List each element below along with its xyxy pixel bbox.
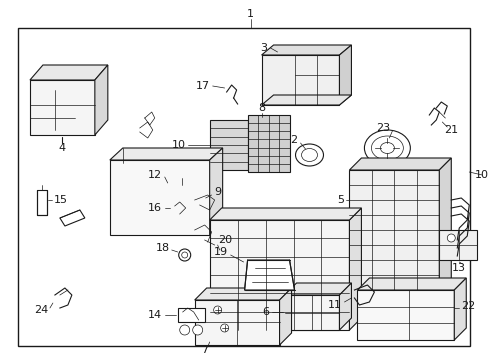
Text: 19: 19 [213, 247, 227, 257]
Polygon shape [110, 148, 222, 160]
Polygon shape [30, 80, 95, 135]
Text: 7: 7 [201, 345, 208, 355]
Text: 20: 20 [217, 235, 231, 245]
Text: 13: 13 [451, 263, 466, 273]
Polygon shape [284, 295, 339, 330]
Text: 14: 14 [147, 310, 162, 320]
Text: 3: 3 [260, 43, 267, 53]
Circle shape [192, 325, 202, 335]
Polygon shape [30, 65, 108, 80]
Polygon shape [60, 210, 85, 226]
Text: 24: 24 [34, 305, 48, 315]
Text: 6: 6 [262, 307, 269, 317]
Text: 18: 18 [155, 243, 169, 253]
Polygon shape [209, 220, 349, 330]
Text: 10: 10 [474, 170, 488, 180]
Polygon shape [209, 208, 361, 220]
Circle shape [213, 306, 221, 314]
Text: 8: 8 [258, 103, 264, 113]
Text: 22: 22 [460, 301, 474, 311]
Polygon shape [284, 283, 351, 295]
Polygon shape [357, 290, 453, 340]
Text: 4: 4 [58, 143, 65, 153]
Text: 1: 1 [246, 9, 254, 19]
Circle shape [180, 325, 189, 335]
Polygon shape [169, 202, 191, 220]
Text: 10: 10 [171, 140, 185, 150]
Polygon shape [209, 148, 222, 235]
Circle shape [447, 234, 454, 242]
Polygon shape [453, 278, 465, 340]
Polygon shape [339, 45, 351, 105]
Polygon shape [110, 160, 209, 235]
Polygon shape [37, 190, 47, 215]
Polygon shape [339, 283, 351, 330]
Polygon shape [349, 208, 361, 330]
Text: 21: 21 [443, 125, 457, 135]
Polygon shape [209, 120, 247, 170]
Polygon shape [169, 185, 194, 200]
Polygon shape [349, 158, 450, 170]
Polygon shape [95, 65, 108, 135]
Polygon shape [261, 55, 339, 105]
Text: 16: 16 [147, 203, 162, 213]
Polygon shape [438, 230, 476, 260]
Circle shape [220, 324, 228, 332]
Text: 11: 11 [327, 300, 341, 310]
Ellipse shape [301, 149, 317, 162]
Polygon shape [194, 288, 291, 300]
Polygon shape [438, 158, 450, 290]
Ellipse shape [295, 144, 323, 166]
Circle shape [178, 249, 190, 261]
Polygon shape [261, 95, 351, 105]
Text: 5: 5 [337, 195, 344, 205]
Circle shape [182, 252, 187, 258]
Ellipse shape [380, 143, 393, 153]
Ellipse shape [364, 130, 409, 166]
Polygon shape [177, 308, 204, 322]
Polygon shape [244, 260, 294, 290]
Polygon shape [357, 278, 465, 290]
Text: 23: 23 [376, 123, 389, 133]
Polygon shape [261, 45, 351, 55]
Text: 17: 17 [195, 81, 209, 91]
Polygon shape [279, 288, 291, 345]
Polygon shape [194, 300, 279, 345]
Bar [18, 28, 469, 346]
Polygon shape [247, 115, 289, 172]
Polygon shape [349, 170, 438, 290]
Ellipse shape [371, 136, 403, 160]
Text: 9: 9 [214, 187, 222, 197]
Text: 12: 12 [147, 170, 162, 180]
Text: 2: 2 [290, 135, 297, 145]
Text: 15: 15 [54, 195, 68, 205]
